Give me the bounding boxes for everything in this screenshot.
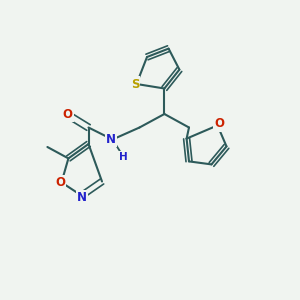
Text: O: O (214, 117, 224, 130)
Text: N: N (106, 133, 116, 146)
Text: O: O (62, 107, 73, 121)
Text: N: N (77, 191, 87, 204)
Text: H: H (119, 152, 128, 163)
Text: S: S (131, 77, 139, 91)
Text: O: O (55, 176, 65, 189)
